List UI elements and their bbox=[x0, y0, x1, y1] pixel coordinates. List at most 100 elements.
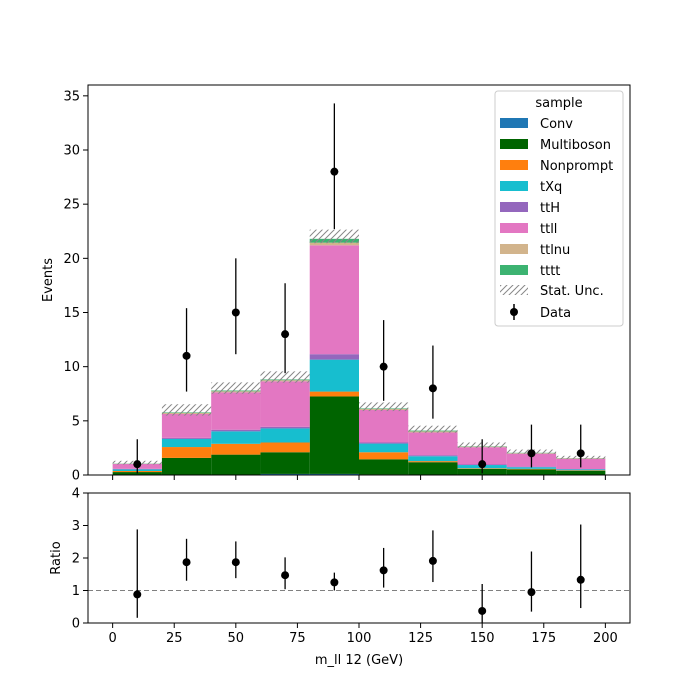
bar-tth-3 bbox=[260, 426, 310, 429]
legend-swatch-tth bbox=[500, 202, 528, 212]
ratio-point-6 bbox=[428, 556, 437, 565]
data-point-9 bbox=[576, 449, 585, 458]
ratio-point-7 bbox=[478, 606, 487, 615]
data-point-7 bbox=[478, 460, 487, 469]
stat-unc-band-1 bbox=[161, 404, 212, 416]
bar-nonprompt-1 bbox=[161, 447, 212, 458]
legend-label-ttlnu: ttlnu bbox=[540, 243, 570, 258]
ratio-x-ticks: 0 25 50 75 100 125 150 175 200 bbox=[108, 623, 618, 646]
ratio-points bbox=[133, 524, 585, 623]
data-point-1 bbox=[182, 351, 191, 360]
stat-unc-band-4 bbox=[309, 229, 359, 244]
bar-multiboson-3 bbox=[260, 452, 310, 474]
bar-multiboson-2 bbox=[211, 454, 261, 475]
ratio-point-5 bbox=[379, 566, 388, 575]
x-tick-label-125: 125 bbox=[408, 631, 433, 646]
legend-swatch-conv bbox=[500, 118, 528, 128]
data-points bbox=[133, 103, 585, 474]
data-point-6 bbox=[428, 384, 437, 393]
ratio-point-2 bbox=[231, 558, 240, 567]
ratio-y-tick-label-0: 0 bbox=[72, 617, 80, 632]
bar-tth-6 bbox=[408, 455, 458, 457]
main-y-tick-label-10: 10 bbox=[63, 360, 80, 375]
legend-entry-data: Data bbox=[510, 304, 571, 321]
bar-txq-9 bbox=[556, 469, 606, 471]
legend-label-nonprompt: Nonprompt bbox=[540, 159, 613, 174]
bar-multiboson-4 bbox=[309, 396, 359, 474]
ratio-point-0 bbox=[133, 590, 142, 599]
legend-swatch-tttt bbox=[500, 265, 528, 275]
bar-ttll-3 bbox=[260, 381, 310, 427]
legend-swatch-ttll bbox=[500, 223, 528, 233]
data-point-2 bbox=[231, 308, 240, 317]
legend-swatch-stat-unc bbox=[500, 285, 528, 295]
x-tick-label-25: 25 bbox=[166, 631, 183, 646]
bar-ttll-6 bbox=[408, 432, 458, 456]
main-y-tick-label-0: 0 bbox=[72, 469, 80, 484]
legend-items: Conv Multiboson Nonprompt tXq ttH ttll ttlnu tt… bbox=[500, 117, 613, 279]
bar-ttll-2 bbox=[211, 392, 261, 430]
bar-txq-2 bbox=[211, 431, 261, 444]
main-plot-panel: 0 5 10 15 20 25 30 35 Events bbox=[41, 84, 631, 484]
legend-label-tttt: tttt bbox=[540, 264, 560, 279]
bar-ttll-1 bbox=[161, 414, 212, 438]
ratio-point-3 bbox=[281, 571, 290, 580]
ratio-y-ticks: 0 1 2 3 4 bbox=[72, 487, 88, 632]
bar-nonprompt-9 bbox=[556, 470, 606, 471]
main-y-tick-label-15: 15 bbox=[63, 306, 80, 321]
bar-multiboson-8 bbox=[506, 469, 557, 475]
legend-entry-stat-unc: Stat. Unc. bbox=[500, 284, 604, 299]
data-point-5 bbox=[379, 362, 388, 371]
ratio-point-1 bbox=[182, 558, 191, 567]
data-point-3 bbox=[281, 330, 290, 339]
x-tick-label-75: 75 bbox=[289, 631, 306, 646]
stat-unc-band-6 bbox=[408, 425, 458, 433]
x-tick-label-150: 150 bbox=[470, 631, 495, 646]
legend: sample Conv Multiboson Nonprompt tXq ttH ttll… bbox=[494, 90, 624, 327]
ratio-y-tick-label-2: 2 bbox=[72, 552, 80, 567]
bar-tth-2 bbox=[211, 429, 261, 432]
ratio-point-4 bbox=[330, 578, 339, 587]
x-tick-label-100: 100 bbox=[347, 631, 372, 646]
x-tick-label-0: 0 bbox=[108, 631, 116, 646]
bar-ttll-5 bbox=[359, 410, 409, 443]
bar-multiboson-9 bbox=[556, 470, 606, 475]
bar-tth-4 bbox=[309, 354, 359, 360]
main-y-tick-label-25: 25 bbox=[63, 198, 80, 213]
data-point-0 bbox=[133, 460, 142, 469]
legend-swatch-txq bbox=[500, 181, 528, 191]
legend-label-conv: Conv bbox=[540, 117, 573, 132]
bar-multiboson-5 bbox=[359, 459, 409, 475]
bar-txq-3 bbox=[260, 428, 310, 443]
legend-swatch-nonprompt bbox=[500, 160, 528, 170]
bar-txq-1 bbox=[161, 438, 212, 448]
bar-txq-8 bbox=[506, 467, 557, 469]
bar-nonprompt-3 bbox=[260, 442, 310, 453]
bar-txq-6 bbox=[408, 456, 458, 462]
stat-unc-band-2 bbox=[211, 382, 261, 394]
main-y-ticks: 0 5 10 15 20 25 30 35 bbox=[63, 89, 88, 484]
bar-ttll-4 bbox=[309, 245, 359, 355]
ratio-plot-frame bbox=[87, 492, 631, 624]
main-x-ticks bbox=[112, 475, 606, 480]
bar-nonprompt-8 bbox=[506, 468, 557, 470]
bar-conv-4 bbox=[309, 473, 359, 475]
x-axis-label: m_ll 12 (GeV) bbox=[315, 653, 403, 668]
x-tick-label-200: 200 bbox=[593, 631, 618, 646]
legend-label-multiboson: Multiboson bbox=[540, 138, 611, 153]
bar-nonprompt-5 bbox=[359, 452, 409, 460]
bar-nonprompt-4 bbox=[309, 391, 359, 397]
bar-multiboson-1 bbox=[161, 457, 212, 475]
x-tick-label-50: 50 bbox=[228, 631, 245, 646]
bar-multiboson-0 bbox=[112, 472, 162, 475]
bar-ttlnu-4 bbox=[309, 242, 359, 246]
legend-swatch-multiboson bbox=[500, 139, 528, 149]
bar-nonprompt-6 bbox=[408, 461, 458, 463]
bar-multiboson-6 bbox=[408, 462, 458, 475]
x-tick-label-175: 175 bbox=[531, 631, 556, 646]
legend-data-marker bbox=[510, 308, 518, 316]
stat-unc-band-3 bbox=[260, 371, 310, 383]
ratio-y-tick-label-3: 3 bbox=[72, 519, 80, 534]
ratio-plot-panel: 0 1 2 3 4 0 25 50 75 100 125 150 175 200 Ratio m_ll … bbox=[49, 487, 631, 668]
